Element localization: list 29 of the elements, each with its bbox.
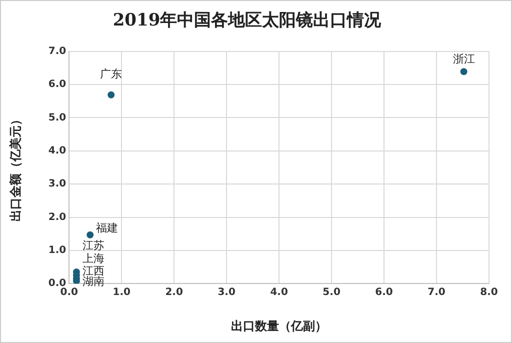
annotation: 上海	[82, 252, 104, 266]
x-tick-label: 7.0	[428, 287, 446, 298]
x-tick-label: 5.0	[322, 287, 340, 298]
y-tick-label: 7.0	[48, 46, 66, 57]
x-tick-label: 3.0	[218, 287, 236, 298]
y-tick-label: 2.0	[48, 212, 66, 223]
x-axis-title: 出口数量（亿副）	[231, 318, 328, 333]
x-tick-label: 2.0	[165, 287, 183, 298]
x-tick-label: 0.0	[60, 287, 78, 298]
annotation: 浙江	[452, 52, 475, 66]
chart-title: 2019年中国各地区太阳镜出口情况	[112, 10, 382, 31]
y-tick-label: 3.0	[48, 178, 66, 190]
point	[108, 91, 115, 98]
y-axis-title: 出口金额（亿美元）	[8, 114, 22, 222]
y-tick-label: 6.0	[48, 79, 66, 90]
x-tick-label: 4.0	[270, 287, 288, 298]
x-tick-label: 6.0	[375, 287, 393, 298]
point	[460, 68, 468, 76]
annotation: 湖南	[82, 274, 104, 288]
annotation: 广东	[100, 68, 122, 81]
x-tick-label: 1.0	[112, 287, 130, 298]
y-tick-label: 5.0	[48, 112, 66, 124]
y-tick-label: 4.0	[48, 146, 66, 157]
x-tick-label: 8.0	[480, 287, 498, 298]
point	[86, 231, 94, 238]
annotation: 江西	[82, 264, 104, 278]
y-tick-label: 1.0	[48, 245, 66, 256]
annotation: 福建	[96, 222, 118, 235]
annotation: 江苏	[82, 238, 104, 252]
